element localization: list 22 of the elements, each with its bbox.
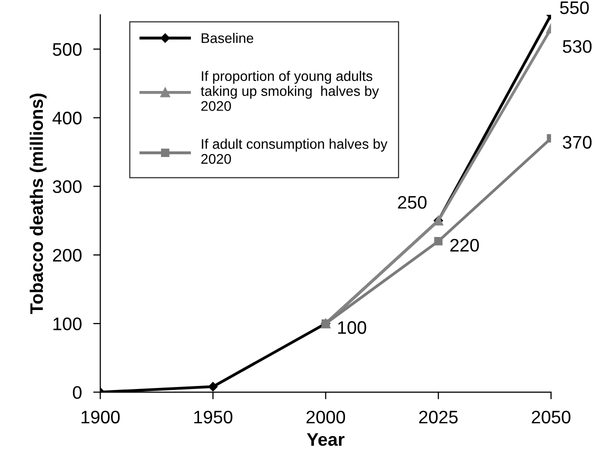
x-axis-title: Year [306, 433, 344, 446]
legend-label: Baseline [202, 32, 254, 44]
y-tick-label: 300 [52, 180, 82, 194]
y-tick-label: 500 [52, 43, 82, 56]
data-label: 370 [562, 136, 592, 149]
legend-label: If adult consumption halves by 2020 [201, 138, 388, 164]
legend-label: If proportion of young adults taking up smoking halves by 2020 [200, 70, 379, 111]
x-tick-label: 2050 [532, 410, 570, 424]
data-label: 100 [338, 321, 366, 334]
y-axis-title: Tobacco deaths (millions) [30, 94, 47, 314]
data-label: 550 [560, 1, 589, 14]
y-tick-label: 0 [72, 386, 82, 399]
data-label: 530 [562, 40, 592, 53]
y-tick-label: 200 [53, 248, 82, 262]
x-tick-label: 2000 [306, 410, 346, 424]
data-label: 250 [398, 196, 427, 209]
x-tick-label: 2025 [419, 410, 458, 424]
y-tick-label: 400 [52, 112, 82, 124]
y-tick-label: 100 [53, 317, 82, 330]
x-tick-label: 1950 [194, 410, 232, 424]
x-tick-label: 1900 [82, 410, 120, 424]
data-label: 220 [450, 238, 479, 252]
